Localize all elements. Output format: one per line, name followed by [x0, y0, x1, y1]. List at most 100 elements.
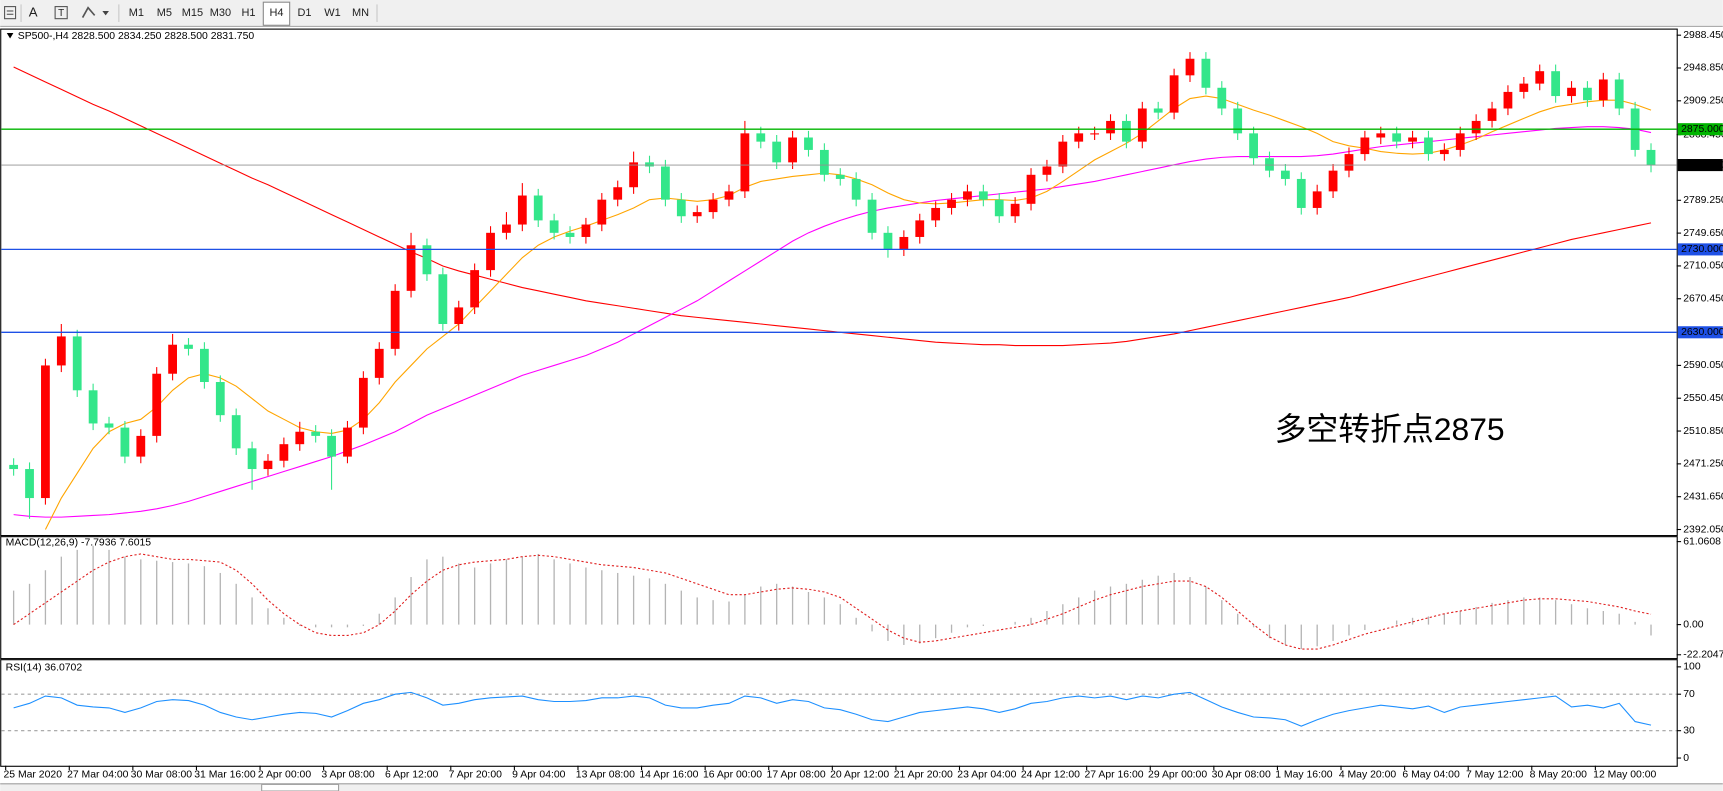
candle-body [152, 373, 162, 436]
candle-body [88, 390, 98, 424]
candle-body [41, 365, 50, 499]
level-label-bg [1677, 243, 1723, 256]
x-tick-label: 30 Mar 08:00 [131, 769, 193, 780]
timeframe-button[interactable]: M5 [157, 7, 172, 19]
y-tick-label: 0 [1683, 753, 1689, 764]
candle-body [1074, 133, 1084, 142]
candle-body [1106, 120, 1115, 134]
text-tool[interactable]: A [29, 5, 38, 20]
macd-pane-frame [0, 536, 1678, 660]
timeframe-bar: M1 M5 M15 M30 H1 H4 D1 W1 MN [129, 1, 378, 26]
candle-body [72, 336, 82, 391]
candle-body [629, 162, 639, 188]
candle-body [1503, 91, 1513, 109]
candle-body [1408, 137, 1417, 142]
candle-body [327, 435, 336, 457]
timeframe-button[interactable]: H1 [241, 7, 255, 19]
x-tick-label: 20 Apr 12:00 [830, 769, 889, 780]
candle-body [168, 344, 177, 374]
candle-body [1487, 108, 1497, 121]
collapse-icon[interactable] [6, 32, 14, 39]
x-tick-label: 7 May 12:00 [1466, 769, 1524, 780]
x-tick-label: 6 Apr 12:00 [385, 769, 439, 780]
y-tick-label: 2590.050 [1683, 360, 1723, 371]
x-tick-label: 4 May 20:00 [1339, 769, 1397, 780]
candle-body [104, 423, 114, 428]
candle-body [804, 137, 813, 150]
candle-body [1551, 71, 1561, 97]
y-tick-label: 2392.050 [1683, 524, 1723, 535]
candle-body [247, 448, 257, 470]
y-tick-label: 100 [1683, 662, 1701, 673]
timeframe-button[interactable]: H4 [269, 7, 283, 19]
y-tick-label: -22.2047 [1683, 650, 1723, 661]
candle-body [597, 199, 607, 225]
candle-body [1090, 133, 1100, 135]
candle-body [1185, 58, 1195, 76]
macd-signal [13, 553, 1652, 650]
candle-body [549, 220, 559, 233]
level-label-bg [1677, 326, 1723, 339]
y-tick-label: 2789.250 [1683, 195, 1723, 206]
y-tick-label: 2471.250 [1683, 459, 1723, 470]
candle-body [708, 199, 718, 213]
candle-body [565, 232, 575, 237]
timeframe-button[interactable]: M15 [182, 7, 203, 19]
x-tick-label: 14 Apr 16:00 [639, 769, 698, 780]
candle-body [1344, 154, 1354, 171]
x-tick-label: 27 Mar 04:00 [67, 769, 129, 780]
label-tool[interactable]: T [54, 6, 68, 20]
y-tick-label: 2909.250 [1683, 96, 1723, 107]
chart-tab[interactable] [261, 783, 340, 791]
shapes-tool[interactable] [81, 6, 109, 18]
candle-body [835, 174, 845, 179]
x-tick-label: 25 Mar 2020 [3, 769, 62, 780]
candle-body [1280, 170, 1290, 179]
candle-body [1137, 108, 1147, 142]
candle-body [1376, 133, 1386, 138]
pane-title: MACD(12,26,9) -7.7936 7.6015 [6, 537, 152, 548]
candle-body [851, 178, 861, 200]
timeframe-button[interactable]: M30 [210, 7, 231, 19]
candle-body [263, 460, 273, 470]
candle-body [1583, 87, 1592, 101]
tab-strip [0, 783, 1723, 791]
candle-body [931, 207, 941, 221]
candle-body [1519, 83, 1529, 92]
candle-body [1153, 108, 1163, 113]
y-tick-label: 2550.450 [1683, 393, 1723, 404]
candle-body [438, 274, 448, 324]
timeframe-button[interactable]: D1 [297, 7, 311, 19]
candle-body [454, 307, 464, 324]
x-tick-label: 24 Apr 12:00 [1021, 769, 1080, 780]
y-tick-label: 70 [1683, 689, 1695, 700]
candle-body [1233, 108, 1243, 134]
x-tick-label: 21 Apr 20:00 [894, 769, 953, 780]
x-tick-label: 2 Apr 00:00 [258, 769, 312, 780]
candle-body [676, 199, 686, 217]
timeframe-button[interactable]: MN [352, 7, 369, 19]
candle-body [947, 199, 956, 208]
level-label-bg [1677, 123, 1723, 136]
candle-body [613, 187, 623, 200]
level-label: 2630.000 [1681, 327, 1723, 338]
pane-title: SP500-,H4 2828.500 2834.250 2828.500 283… [18, 31, 255, 42]
svg-text:T: T [58, 8, 64, 19]
level-label: 2730.000 [1681, 244, 1723, 255]
candle-body [406, 245, 416, 291]
timeframe-button[interactable]: W1 [324, 7, 340, 19]
candle-body [1598, 79, 1608, 101]
level-label: 2875.000 [1681, 124, 1723, 135]
crosshair-icon[interactable] [4, 6, 17, 20]
candle-body [25, 469, 34, 499]
candle-body [374, 348, 384, 378]
timeframe-button[interactable]: M1 [129, 7, 144, 19]
bid-label: 2831.750 [1681, 160, 1723, 171]
candle-body [1296, 178, 1306, 208]
candle-body [502, 224, 511, 233]
candle-body [867, 199, 877, 233]
candle-body [740, 133, 750, 192]
candle-body [1455, 133, 1465, 150]
